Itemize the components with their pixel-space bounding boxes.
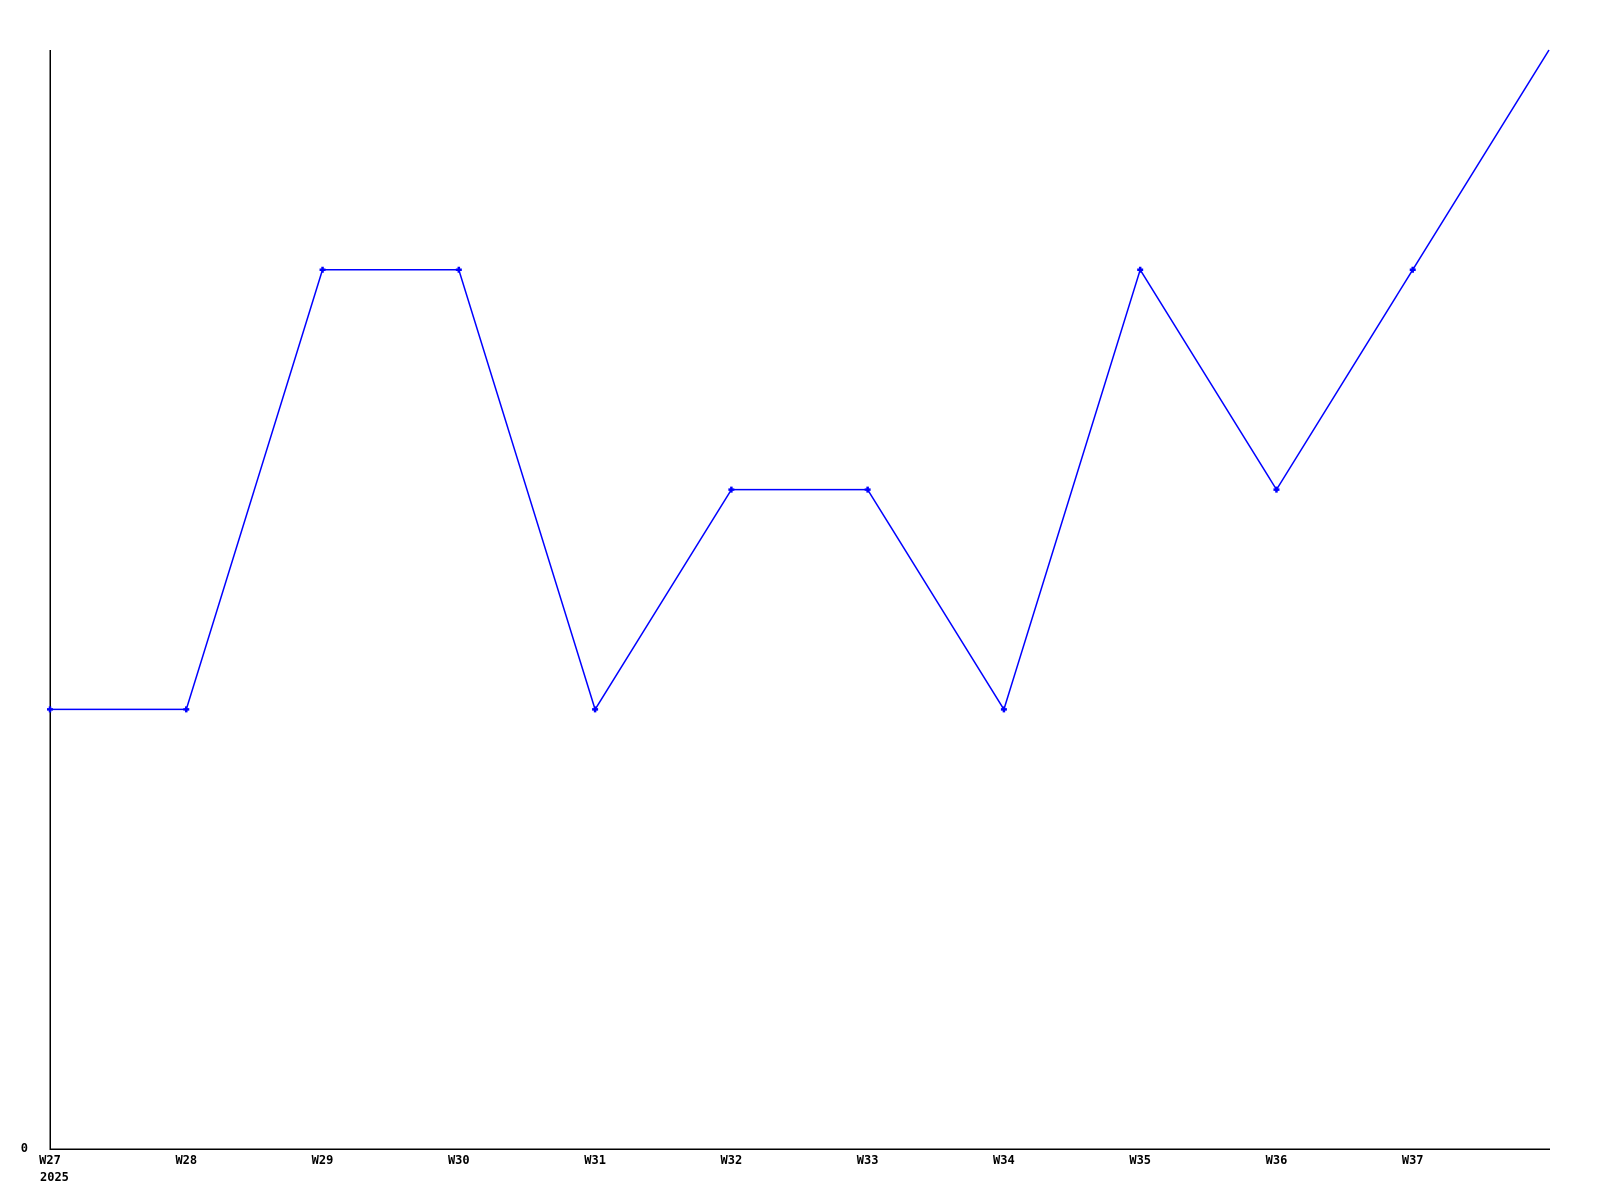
x-tick-label: W31 xyxy=(584,1153,606,1167)
data-point-marker xyxy=(183,706,190,713)
y-tick-label-zero: 0 xyxy=(20,1141,28,1155)
x-tick-label: W37 xyxy=(1401,1153,1424,1167)
x-tick-label: W28 xyxy=(175,1153,198,1167)
line-series xyxy=(50,49,1550,712)
data-point-marker xyxy=(1137,266,1144,273)
x-tick-label: W35 xyxy=(1129,1153,1152,1167)
axes xyxy=(49,50,1550,1150)
data-point-marker xyxy=(455,266,462,273)
x-tick-label: W36 xyxy=(1265,1153,1288,1167)
data-point-marker xyxy=(1273,486,1280,493)
data-point-marker xyxy=(1409,266,1416,273)
data-point-marker xyxy=(728,486,735,493)
x-tick-label: W33 xyxy=(856,1153,879,1167)
x-tick-label: W32 xyxy=(720,1153,743,1167)
x-tick-label: W27 xyxy=(39,1153,61,1167)
data-point-marker xyxy=(864,486,871,493)
data-point-marker xyxy=(47,706,53,713)
x-tick-label: W30 xyxy=(447,1153,470,1167)
data-point-marker xyxy=(592,706,599,713)
data-point-marker xyxy=(1000,706,1007,713)
x-axis-year-label: 2025 xyxy=(40,1170,69,1184)
x-tick-label: W29 xyxy=(311,1153,334,1167)
x-tick-label: W34 xyxy=(993,1153,1015,1167)
data-point-marker xyxy=(319,266,326,273)
